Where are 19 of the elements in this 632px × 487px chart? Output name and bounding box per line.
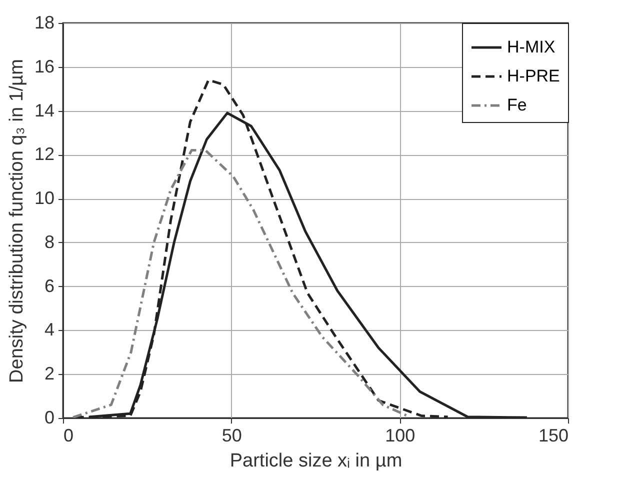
x-tick-label: 150 xyxy=(538,426,568,446)
y-tick-label: 8 xyxy=(44,232,54,252)
y-tick-label: 6 xyxy=(44,276,54,296)
y-tick-label: 2 xyxy=(44,364,54,384)
x-tick-label: 0 xyxy=(64,426,74,446)
y-tick-label: 14 xyxy=(34,100,54,120)
x-tick-label: 50 xyxy=(222,426,242,446)
y-tick-label: 16 xyxy=(34,56,54,76)
y-axis-title: Density distribution function q₃ in 1/µm xyxy=(6,59,28,383)
legend-label: H-PRE xyxy=(507,66,560,86)
legend-label: H-MIX xyxy=(507,38,556,56)
y-tick-label: 0 xyxy=(44,408,54,428)
x-tick-label: 100 xyxy=(385,426,416,446)
x-axis-title: Particle size xᵢ in µm xyxy=(230,450,402,472)
legend-label: Fe xyxy=(507,96,527,114)
y-tick-label: 18 xyxy=(34,12,54,32)
y-tick-label: 10 xyxy=(34,188,54,208)
y-tick-label: 4 xyxy=(44,320,54,340)
y-tick-label: 12 xyxy=(34,144,54,164)
